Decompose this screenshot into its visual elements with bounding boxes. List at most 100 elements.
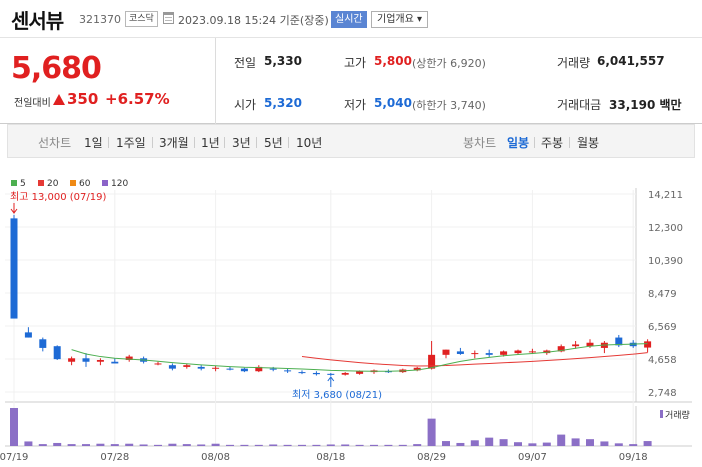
volume-bar (586, 439, 594, 446)
low-value: 5,040 (374, 96, 412, 110)
prev-close-label: 전일 (234, 56, 257, 70)
divider (256, 137, 257, 148)
candle-body (154, 363, 162, 365)
candle-body (341, 372, 349, 375)
volume-bar (269, 444, 278, 446)
x-tick-label: 07/19 (0, 452, 28, 463)
legend-swatch-ma120 (102, 180, 108, 186)
candle-body (615, 337, 623, 346)
divider (288, 137, 289, 148)
candle-body (39, 339, 47, 348)
market-badge: 코스닥 (125, 11, 158, 27)
candle-body (240, 368, 248, 372)
volume-bar (110, 444, 119, 446)
candlestick-chart[interactable]: 5 20 60 120 14,211 12,300 10,390 8,479 6,569… (0, 170, 702, 467)
period-3y[interactable]: 3년 (232, 136, 251, 150)
candle-body (500, 351, 508, 355)
candle-body (528, 351, 536, 353)
y-tick-label: 12,300 (648, 223, 683, 234)
candle-body (413, 367, 421, 371)
period-1y[interactable]: 1년 (201, 136, 220, 150)
candle-body (485, 353, 493, 355)
period-5y[interactable]: 5년 (264, 136, 283, 150)
period-daily[interactable]: 일봉 (507, 136, 530, 150)
candle-body (644, 341, 652, 348)
legend-swatch-ma20 (38, 180, 44, 186)
candle-body (212, 367, 220, 369)
legend-swatch-ma5 (11, 180, 17, 186)
volume-bars (10, 408, 652, 446)
candle-body (269, 368, 277, 370)
legend-ma120: 120 (111, 179, 128, 189)
divider (152, 137, 153, 148)
volume-bar (413, 444, 422, 446)
candle-body (284, 370, 292, 372)
candle-body (471, 353, 479, 355)
candle-body (53, 346, 61, 360)
volume-bar (182, 444, 191, 446)
period-3m[interactable]: 3개월 (159, 136, 189, 150)
volume-legend-swatch (660, 410, 663, 418)
realtime-button[interactable]: 실시간 (331, 11, 367, 28)
legend-ma5: 5 (20, 179, 26, 189)
period-1d[interactable]: 1일 (84, 136, 103, 150)
candle-body (197, 366, 205, 369)
ma20-line (301, 352, 648, 367)
candle-body (68, 358, 76, 362)
period-monthly[interactable]: 월봉 (577, 136, 600, 150)
volume-bar (442, 441, 450, 446)
period-10y[interactable]: 10년 (296, 136, 323, 150)
price-change-percent: +6.57% (105, 90, 170, 108)
x-tick-label: 09/07 (518, 452, 547, 463)
quote-panel: 5,680 전일대비 350 +6.57% 전일 5,330 시가 5,320 … (0, 38, 702, 124)
volume-bar (542, 442, 551, 446)
as-of-time: 2023.09.18 15:24 기준(장중) (178, 14, 329, 27)
volume-bar (283, 444, 292, 446)
candle-body (572, 344, 580, 347)
volume-bar (24, 441, 33, 446)
candle-body (586, 342, 594, 347)
divider (534, 137, 535, 148)
y-tick-label: 14,211 (648, 190, 683, 201)
open-value: 5,320 (264, 96, 302, 110)
volume-bar (53, 442, 62, 446)
period-1w[interactable]: 1주일 (116, 136, 146, 150)
volume-bar (629, 444, 638, 446)
volume-bar (370, 444, 378, 446)
volume-bar (226, 444, 234, 446)
ma5-line (71, 343, 648, 372)
volume-bar (298, 444, 306, 446)
x-tick-label: 08/08 (201, 452, 230, 463)
candle-body (298, 372, 306, 374)
candle-body (514, 350, 522, 354)
candle-body (226, 368, 234, 370)
volume-bar (514, 442, 522, 446)
volume-bar (600, 441, 609, 446)
calendar-icon (163, 12, 174, 24)
divider (108, 137, 109, 148)
volume-value: 6,041,557 (597, 54, 665, 68)
x-tick-label: 09/18 (619, 452, 648, 463)
candle-body (428, 354, 436, 369)
period-weekly[interactable]: 주봉 (541, 136, 564, 150)
stock-code: 321370 (79, 13, 121, 26)
x-ticks: 07/19 07/28 08/08 08/18 08/29 09/07 09/18 (0, 452, 648, 463)
volume-bar (470, 440, 479, 446)
candle-body (327, 373, 335, 375)
volume-bar (168, 443, 177, 446)
candle-body (456, 351, 464, 354)
y-tick-label: 4,658 (648, 355, 677, 366)
volume-bar (312, 444, 321, 446)
low-arrowhead (327, 376, 335, 382)
divider (224, 137, 225, 148)
volume-bar (499, 439, 508, 446)
company-overview-dropdown[interactable]: 기업개요 ▾ (371, 11, 428, 28)
volume-bar (341, 444, 350, 446)
period-selector: 선차트 1일 1주일 3개월 1년 3년 5년 10년 봉차트 일봉 주봉 월봉 (7, 124, 695, 158)
up-arrow-icon (53, 94, 65, 105)
candle-body (168, 365, 176, 369)
y-tick-label: 6,569 (648, 322, 677, 333)
volume-bar (197, 444, 206, 446)
x-tick-label: 07/28 (100, 452, 129, 463)
candle-body (24, 332, 32, 338)
